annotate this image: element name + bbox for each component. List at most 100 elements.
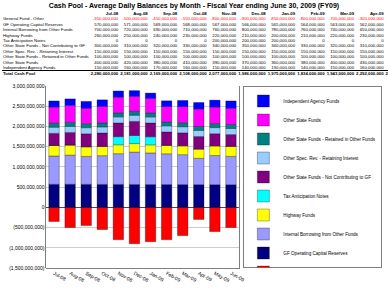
html-text:GF Operating Capital Reserves: GF Operating Capital Reserves <box>3 21 63 27</box>
svg-text:Feb-09: Feb-09 <box>165 270 182 283</box>
html-text:150,000,000: 150,000,000 <box>182 48 207 54</box>
svg-text:2,000,000,000: 2,000,000,000 <box>13 123 45 129</box>
html-text:Highway Funds: Highway Funds <box>3 32 33 38</box>
html-text:567,000,000: 567,000,000 <box>212 21 237 27</box>
html-text:200,000,000: 200,000,000 <box>271 32 296 38</box>
svg-text:(500,000,000): (500,000,000) <box>13 224 44 230</box>
html-text:569,000,000: 569,000,000 <box>153 21 178 27</box>
svg-text:Independent Agency Funds: Independent Agency Funds <box>283 99 340 104</box>
svg-text:Apr-09: Apr-09 <box>197 270 213 283</box>
html-text:566,000,000: 566,000,000 <box>241 21 266 27</box>
html-text:210,000,000: 210,000,000 <box>300 32 325 38</box>
svg-text:Sep-08: Sep-08 <box>84 270 101 283</box>
html-text:330,000,000: 330,000,000 <box>182 43 207 49</box>
html-text:-550,000,000: -550,000,000 <box>181 16 207 22</box>
html-text:Other State Funds - Retained i: Other State Funds - Retained in Other Fu… <box>3 54 89 60</box>
svg-text:GF Operating Capital Reserves: GF Operating Capital Reserves <box>283 251 348 256</box>
html-text:250,000,000: 250,000,000 <box>123 32 148 38</box>
html-text:150,000,000: 150,000,000 <box>241 48 266 54</box>
svg-text:Jan-09: Jan-09 <box>149 270 165 283</box>
svg-text:Nov-08: Nov-08 <box>117 270 134 283</box>
html-text:710,000,000: 710,000,000 <box>182 27 207 33</box>
html-text:150,000,000: 150,000,000 <box>300 48 325 54</box>
html-text:150,000,000: 150,000,000 <box>359 48 384 54</box>
svg-text:1,500,000,000: 1,500,000,000 <box>13 143 45 149</box>
svg-text:Dec-08: Dec-08 <box>133 270 150 283</box>
svg-text:(1,500,000,000): (1,500,000,000) <box>9 265 45 271</box>
html-text:690,000,000: 690,000,000 <box>153 27 178 33</box>
svg-text:0: 0 <box>42 204 45 210</box>
svg-text:Other State Funds - Retained i: Other State Funds - Retained in Other Fu… <box>283 137 375 142</box>
html-text:-800,000,000: -800,000,000 <box>299 16 325 22</box>
html-text:780,000,000: 780,000,000 <box>271 27 296 33</box>
html-text:100,000,000: 100,000,000 <box>94 54 119 60</box>
html-text:Other State Funds - Not Contri: Other State Funds - Not Contributing to … <box>3 43 85 49</box>
html-text:300,000,000: 300,000,000 <box>94 43 119 49</box>
html-text:310,000,000: 310,000,000 <box>359 43 384 49</box>
html-text:Internal Borrowing from Other: Internal Borrowing from Other Funds <box>3 27 73 33</box>
html-text:-300,000,000: -300,000,000 <box>358 16 384 22</box>
html-text:568,000,000: 568,000,000 <box>182 21 207 27</box>
html-text:150,000,000: 150,000,000 <box>153 48 178 54</box>
html-text:-800,000,000: -800,000,000 <box>210 16 237 22</box>
html-text:150,000,000: 150,000,000 <box>94 48 119 54</box>
html-text:-700,000,000: -700,000,000 <box>328 16 355 22</box>
html-text:700,000,000: 700,000,000 <box>94 27 119 33</box>
html-text:800,000,000: 800,000,000 <box>241 27 266 33</box>
svg-text:3,000,000,000: 3,000,000,000 <box>13 83 45 89</box>
svg-text:1,000,000,000: 1,000,000,000 <box>13 164 45 170</box>
html-text:570,000,000: 570,000,000 <box>94 21 119 27</box>
html-text:565,000,000: 565,000,000 <box>271 21 296 27</box>
svg-text:Oct-08: Oct-08 <box>101 270 117 283</box>
svg-text:Highway Funds: Highway Funds <box>283 213 315 218</box>
html-text:-350,000,000: -350,000,000 <box>92 16 119 22</box>
html-text:760,000,000: 760,000,000 <box>300 27 325 33</box>
svg-text:Other State Funds - Not Contri: Other State Funds - Not Contributing to … <box>283 175 371 180</box>
svg-text:Jul-08: Jul-08 <box>52 270 67 282</box>
html-text:220,000,000: 220,000,000 <box>212 32 237 38</box>
html-text:230,000,000: 230,000,000 <box>182 32 207 38</box>
html-text:220,000,000: 220,000,000 <box>330 32 355 38</box>
html-text:240,000,000: 240,000,000 <box>153 32 178 38</box>
html-text:150,000,000: 150,000,000 <box>271 48 296 54</box>
svg-text:Aug-08: Aug-08 <box>68 270 85 283</box>
html-text:320,000,000: 320,000,000 <box>330 43 355 49</box>
html-text:571,000,000: 571,000,000 <box>123 21 148 27</box>
html-text:230,000,000: 230,000,000 <box>359 32 384 38</box>
html-text:650,000,000: 650,000,000 <box>359 27 384 33</box>
html-text:563,000,000: 563,000,000 <box>330 21 355 27</box>
html-text:150,000,000: 150,000,000 <box>330 48 355 54</box>
svg-text:Other State Funds: Other State Funds <box>283 118 321 123</box>
svg-text:2,500,000,000: 2,500,000,000 <box>13 103 45 109</box>
html-text:350,000,000: 350,000,000 <box>241 43 266 49</box>
html-text:760,000,000: 760,000,000 <box>212 27 237 33</box>
html-text:260,000,000: 260,000,000 <box>94 32 119 38</box>
svg-text:May-09: May-09 <box>213 270 231 284</box>
html-text:150,000,000: 150,000,000 <box>123 48 148 54</box>
html-text:340,000,000: 340,000,000 <box>212 43 237 49</box>
html-text:320,000,000: 320,000,000 <box>153 43 178 49</box>
html-text:340,000,000: 340,000,000 <box>271 43 296 49</box>
html-text:720,000,000: 720,000,000 <box>123 27 148 33</box>
html-text:-450,000,000: -450,000,000 <box>151 16 178 22</box>
html-text:310,000,000: 310,000,000 <box>123 43 148 49</box>
svg-text:Other Spec. Rev. - Retaining I: Other Spec. Rev. - Retaining Interest <box>283 156 359 161</box>
html-text:562,000,000: 562,000,000 <box>359 21 384 27</box>
html-text:210,000,000: 210,000,000 <box>241 32 266 38</box>
svg-text:500,000,000: 500,000,000 <box>17 184 45 190</box>
html-text:740,000,000: 740,000,000 <box>330 27 355 33</box>
html-text:150,000,000: 150,000,000 <box>212 48 237 54</box>
html-text:Cash Pool - Average Daily Bala: Cash Pool - Average Daily Balances by Mo… <box>48 2 340 9</box>
html-text:Other Spec. Rev. - Retaining I: Other Spec. Rev. - Retaining Interest <box>3 48 74 54</box>
svg-text:(1,000,000,000): (1,000,000,000) <box>9 244 45 250</box>
svg-text:Tax Anticipation Notes: Tax Anticipation Notes <box>283 194 329 199</box>
html-text:General Fund - Other: General Fund - Other <box>3 16 44 22</box>
svg-text:Internal Borrowing from Other: Internal Borrowing from Other Funds <box>283 232 358 237</box>
html-text:-900,000,000: -900,000,000 <box>240 16 266 22</box>
svg-text:Jun-09: Jun-09 <box>229 270 245 283</box>
svg-text:Mar-09: Mar-09 <box>181 270 198 283</box>
html-text:-500,000,000: -500,000,000 <box>122 16 148 22</box>
html-text:564,000,000: 564,000,000 <box>300 21 325 27</box>
html-text:-850,000,000: -850,000,000 <box>269 16 296 22</box>
html-text:330,000,000: 330,000,000 <box>300 43 325 49</box>
